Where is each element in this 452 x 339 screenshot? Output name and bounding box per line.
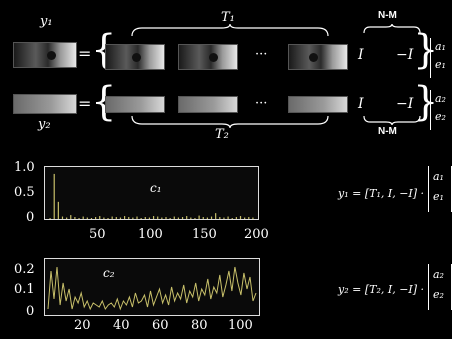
NM-brace-top	[363, 24, 421, 34]
T1-brace	[131, 24, 329, 37]
T2-brace	[131, 115, 329, 128]
plot2-ytick-1: 0.2	[14, 262, 35, 277]
eq2-vector: a₂ e₂	[428, 264, 452, 310]
minus-I-1: −I	[396, 47, 414, 63]
plot1-xtick-4: 200	[244, 227, 269, 242]
NM-brace-bottom	[363, 115, 421, 125]
eq1-lhs: y₁ = [T₁, I, −I] ·	[338, 187, 425, 200]
T1-label: T₁	[221, 10, 235, 25]
plot1-xtick-1: 50	[89, 227, 106, 242]
ellipsis-2: ···	[255, 96, 268, 111]
plot1-svg	[49, 173, 254, 219]
right-brace-2: }	[413, 79, 439, 125]
plot2-series-label: c₂	[103, 266, 115, 280]
plot2-ytick-3: 0	[26, 304, 35, 319]
plot2-xtick-3: 60	[152, 318, 169, 333]
y1-patch	[13, 42, 77, 68]
T2-patch-3	[288, 96, 348, 113]
T2-patch-2	[178, 96, 238, 113]
plot2-xtick-1: 20	[74, 318, 91, 333]
T1-patch-3	[288, 44, 348, 70]
T2-patch-1	[105, 96, 165, 113]
plot2-xtick-4: 80	[191, 318, 208, 333]
NM-label-top: N-M	[378, 10, 397, 21]
y2-patch	[13, 94, 77, 114]
I-1: I	[358, 47, 364, 63]
T2-label: T₂	[215, 127, 229, 142]
plot1-ytick-3: 0	[26, 210, 35, 225]
plot2-frame: c₂	[44, 258, 260, 316]
y2-label: y₂	[38, 117, 51, 132]
eq1-vector: a₁ e₁	[428, 166, 452, 212]
plot1-frame: c₁	[44, 166, 259, 220]
plot1-ytick-1: 1.0	[14, 160, 35, 175]
minus-I-2: −I	[396, 96, 414, 112]
plot2-ytick-2: 0.1	[14, 282, 35, 297]
y1-label: y₁	[40, 14, 53, 29]
plot1-xtick-2: 100	[138, 227, 163, 242]
T1-patch-2	[178, 44, 238, 70]
plot1-ytick-2: 0.5	[14, 185, 35, 200]
T1-patch-1	[105, 44, 165, 70]
I-2: I	[358, 96, 364, 112]
equals-2: =	[78, 94, 92, 113]
NM-label-bottom: N-M	[378, 126, 397, 137]
plot1-series-label: c₁	[150, 181, 162, 195]
equals-1: =	[78, 44, 92, 63]
plot2-xtick-2: 40	[113, 318, 130, 333]
ellipsis-1: ···	[255, 47, 268, 62]
vector-a2e2: a₂ e₂	[430, 90, 452, 130]
eq2-lhs: y₂ = [T₂, I, −I] ·	[338, 283, 425, 296]
right-brace-1: }	[413, 27, 439, 73]
series-line	[47, 266, 257, 311]
vector-a1e1: a₁ e₁	[430, 38, 452, 78]
plot2-xtick-5: 100	[228, 318, 253, 333]
plot2-svg	[47, 266, 257, 311]
plot1-xtick-3: 150	[192, 227, 217, 242]
